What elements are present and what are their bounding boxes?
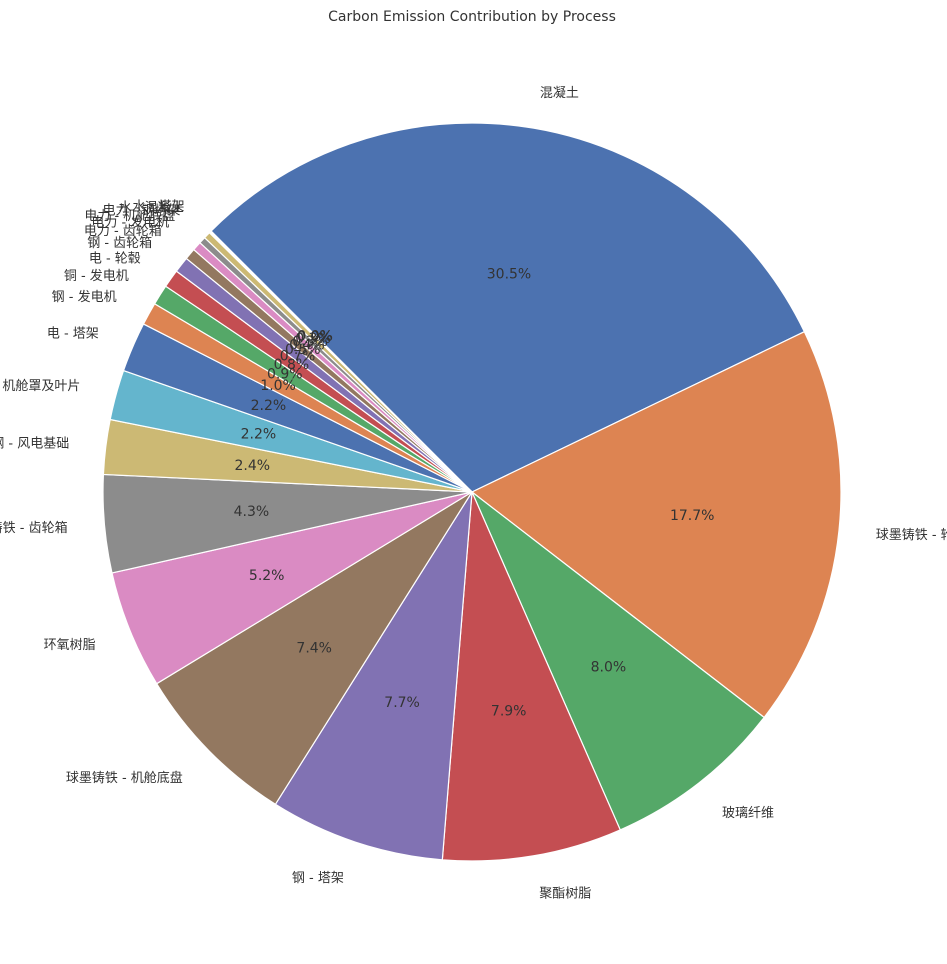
slice-label: 钢 - 风电基础 — [0, 436, 69, 451]
slice-label: 球墨铸铁 - 机舱底盘 — [66, 770, 183, 786]
slice-label: 玻璃纤维 — [722, 806, 774, 821]
percent-label: 0.0% — [297, 329, 333, 345]
slice-label: 水 - 塔架 — [133, 199, 185, 214]
slice-label: 环氧树脂 — [44, 638, 96, 653]
slice-label: 聚酯树脂 — [539, 886, 591, 901]
percent-label: 5.2% — [249, 568, 285, 584]
slice-label: 电 - 塔架 — [47, 326, 99, 341]
percent-label: 7.4% — [296, 640, 332, 656]
percent-label: 7.9% — [491, 703, 527, 719]
slice-label: 球墨铸铁 - 轮毂 — [876, 527, 947, 543]
slice-label: 钢 - 塔架 — [292, 871, 344, 886]
slice-label: 电 - 机舱罩及叶片 — [0, 379, 80, 394]
percent-label: 2.2% — [241, 427, 277, 443]
percent-label: 2.2% — [251, 398, 287, 414]
percent-label: 30.5% — [487, 267, 531, 283]
pie-slices — [103, 123, 841, 861]
percent-label: 17.7% — [670, 508, 714, 524]
percent-label: 4.3% — [234, 504, 270, 520]
slice-label: 电 - 轮毂 — [89, 251, 141, 266]
slice-label: 球墨铸铁 - 齿轮箱 — [0, 520, 68, 536]
slice-label: 钢 - 发电机 — [52, 289, 117, 305]
chart-title: Carbon Emission Contribution by Process — [328, 9, 616, 25]
percent-label: 2.4% — [235, 458, 271, 474]
percent-label: 8.0% — [591, 659, 627, 675]
slice-label: 铜 - 发电机 — [64, 268, 129, 284]
percent-label: 7.7% — [384, 695, 420, 711]
slice-label: 混凝土 — [540, 85, 579, 101]
